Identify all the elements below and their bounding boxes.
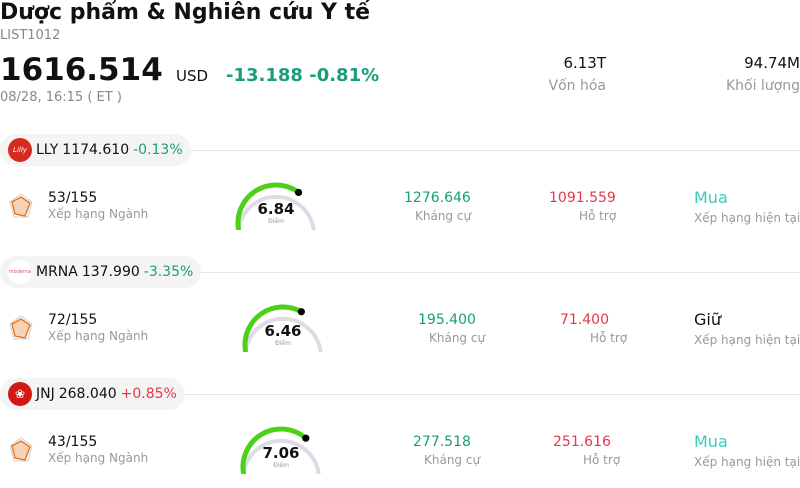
stock-change: -0.13% <box>133 142 183 158</box>
gauge-track <box>243 316 323 352</box>
score-value: 6.46 <box>264 322 302 340</box>
current-rating: Mua <box>694 188 728 207</box>
market-cap-value: 6.13T <box>563 54 606 72</box>
index-price: 1616.514 <box>0 52 163 88</box>
moderna-logo-icon: moderna <box>8 260 32 284</box>
stock-symbol: MRNA <box>36 264 78 280</box>
current-rating: Giữ <box>694 310 721 329</box>
score-gauge <box>242 304 323 352</box>
stock-symbol: JNJ <box>36 386 55 402</box>
gauge-fill <box>240 426 309 474</box>
stock-change: -3.35% <box>143 264 194 280</box>
radar-icon <box>9 315 33 340</box>
gauge-track <box>236 194 316 230</box>
gauge-fill <box>235 182 302 230</box>
row-separator <box>0 272 800 273</box>
list-code: LIST1012 <box>0 28 61 43</box>
stock-chip-lly[interactable]: Lilly LLY 1174.610 -0.13% <box>0 134 191 166</box>
gauge-track <box>241 438 321 474</box>
support-value: 71.400 <box>560 312 609 328</box>
support-value: 1091.559 <box>549 190 616 206</box>
industry-rank-label: Xếp hạng Ngành <box>48 207 149 221</box>
stock-chip-jnj[interactable]: ❀ JNJ 268.040 +0.85% <box>0 378 185 410</box>
score-value: 7.06 <box>262 444 300 462</box>
resistance-label: Kháng cự <box>429 331 486 345</box>
gauge-marker <box>294 188 303 197</box>
change-value: -13.188 <box>226 65 303 86</box>
jnj-logo-icon: ❀ <box>8 382 32 406</box>
current-rating: Mua <box>694 432 728 451</box>
industry-rank-label: Xếp hạng Ngành <box>48 329 149 343</box>
market-cap-label: Vốn hóa <box>548 78 606 94</box>
volume-value: 94.74M <box>744 54 800 72</box>
resistance-value: 195.400 <box>418 312 476 328</box>
score-value: 6.84 <box>257 200 295 218</box>
support-label: Hỗ trợ <box>579 209 617 223</box>
industry-rank-value: 53/155 <box>48 190 98 206</box>
logo-text: moderna <box>8 269 32 275</box>
stock-price: 1174.610 <box>62 142 130 158</box>
industry-rank-value: 72/155 <box>48 312 98 328</box>
price-change: -13.188 -0.81% <box>226 65 379 86</box>
page-title: Dược phẩm & Nghiên cứu Y tế <box>0 0 371 25</box>
resistance-value: 277.518 <box>413 434 471 450</box>
score-label: Điểm <box>275 340 291 347</box>
radar-icon <box>9 437 33 462</box>
resistance-label: Kháng cự <box>415 209 472 223</box>
current-rating-label: Xếp hạng hiện tại <box>694 333 800 347</box>
support-value: 251.616 <box>553 434 611 450</box>
lilly-logo-icon: Lilly <box>8 138 32 162</box>
timestamp: 08/28, 16:15 ( ET ) <box>0 90 122 105</box>
support-label: Hỗ trợ <box>583 453 621 467</box>
row-separator <box>0 150 800 151</box>
resistance-value: 1276.646 <box>404 190 471 206</box>
gauge-marker <box>297 308 305 316</box>
support-label: Hỗ trợ <box>590 331 628 345</box>
stock-symbol: LLY <box>36 142 59 158</box>
current-rating-label: Xếp hạng hiện tại <box>694 455 800 469</box>
stock-price: 268.040 <box>58 386 117 402</box>
gauge-marker <box>302 434 310 442</box>
score-label: Điểm <box>273 462 289 469</box>
industry-rank-label: Xếp hạng Ngành <box>48 451 149 465</box>
gauge-fill <box>242 304 304 352</box>
score-gauge <box>235 182 316 230</box>
currency-label: USD <box>176 67 209 85</box>
score-label: Điểm <box>268 218 284 225</box>
resistance-label: Kháng cự <box>424 453 481 467</box>
radar-icon <box>9 193 33 218</box>
change-percent: -0.81% <box>309 65 380 86</box>
volume-label: Khối lượng <box>725 78 800 94</box>
logo-text: Lilly <box>13 146 27 154</box>
score-gauge <box>240 426 321 474</box>
stock-change: +0.85% <box>120 386 177 402</box>
industry-rank-value: 43/155 <box>48 434 98 450</box>
stock-price: 137.990 <box>81 264 140 280</box>
stock-chip-mrna[interactable]: moderna MRNA 137.990 -3.35% <box>0 256 202 288</box>
current-rating-label: Xếp hạng hiện tại <box>694 211 800 225</box>
row-separator <box>0 394 800 395</box>
